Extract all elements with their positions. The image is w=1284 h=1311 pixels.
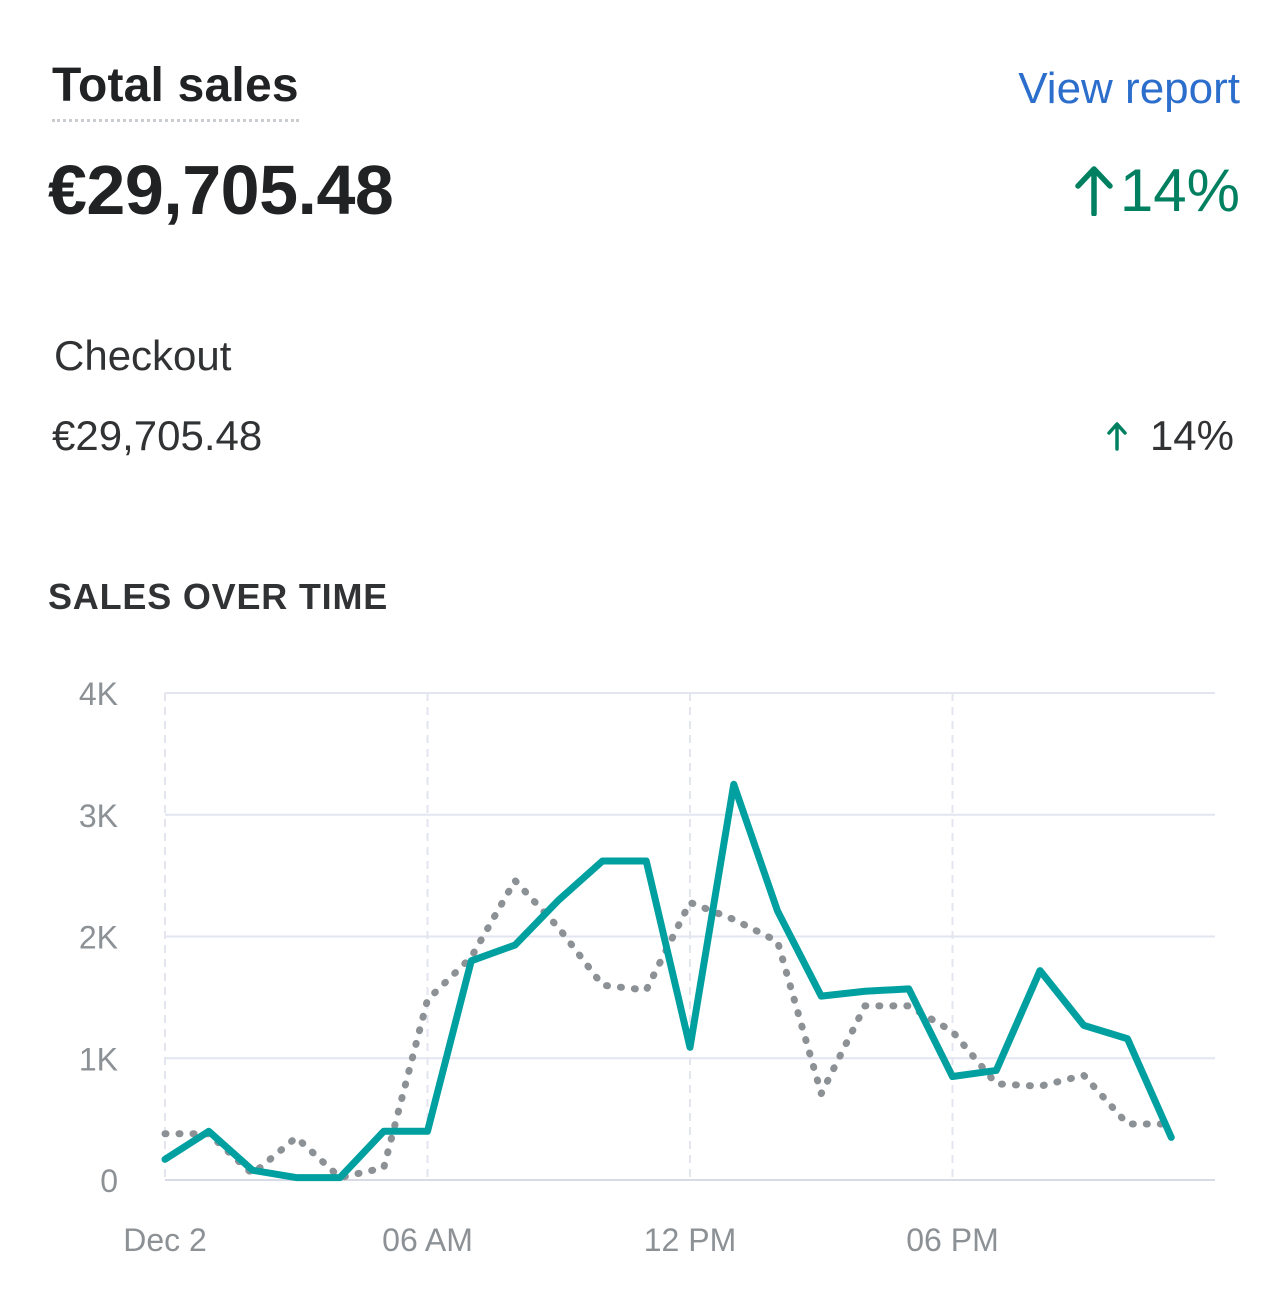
channel-change-badge: 14% — [1106, 412, 1234, 460]
sales-over-time-chart: 0 1K 2K 3K 4K Dec 2 06 AM 12 PM 06 PM — [79, 676, 1215, 1258]
y-tick-label: 0 — [100, 1163, 118, 1199]
x-tick-label: 06 PM — [906, 1222, 998, 1258]
y-tick-label: 4K — [79, 676, 118, 712]
x-tick-label: 12 PM — [644, 1222, 736, 1258]
total-change-badge: 14% — [1074, 156, 1240, 225]
x-axis-labels: Dec 2 06 AM 12 PM 06 PM — [123, 1222, 999, 1258]
chart-grid — [164, 692, 1215, 1181]
header: Total sales View report — [52, 58, 1240, 122]
x-tick-label: Dec 2 — [123, 1222, 207, 1258]
series-line-comparison — [161, 876, 1175, 1182]
x-tick-label: 06 AM — [382, 1222, 473, 1258]
series-line-current — [161, 780, 1175, 1182]
channel-row: €29,705.48 14% — [52, 412, 1234, 460]
total-change-value: 14% — [1119, 156, 1240, 224]
arrow-up-icon — [1107, 422, 1127, 451]
view-report-link[interactable]: View report — [1018, 64, 1240, 113]
y-tick-label: 1K — [79, 1041, 118, 1077]
chart-series — [161, 780, 1175, 1182]
y-tick-label: 3K — [79, 798, 118, 834]
y-axis-labels: 0 1K 2K 3K 4K — [79, 676, 118, 1199]
channel-value: €29,705.48 — [52, 412, 263, 459]
section-title: SALES OVER TIME — [48, 576, 389, 617]
arrow-up-icon — [1075, 166, 1113, 216]
y-tick-label: 2K — [79, 920, 118, 956]
total-row: €29,705.48 14% — [48, 150, 1240, 230]
channel-label: Checkout — [54, 332, 232, 379]
card-title[interactable]: Total sales — [52, 58, 299, 122]
channel-change-value: 14% — [1149, 412, 1234, 459]
total-sales-value: €29,705.48 — [48, 151, 394, 229]
